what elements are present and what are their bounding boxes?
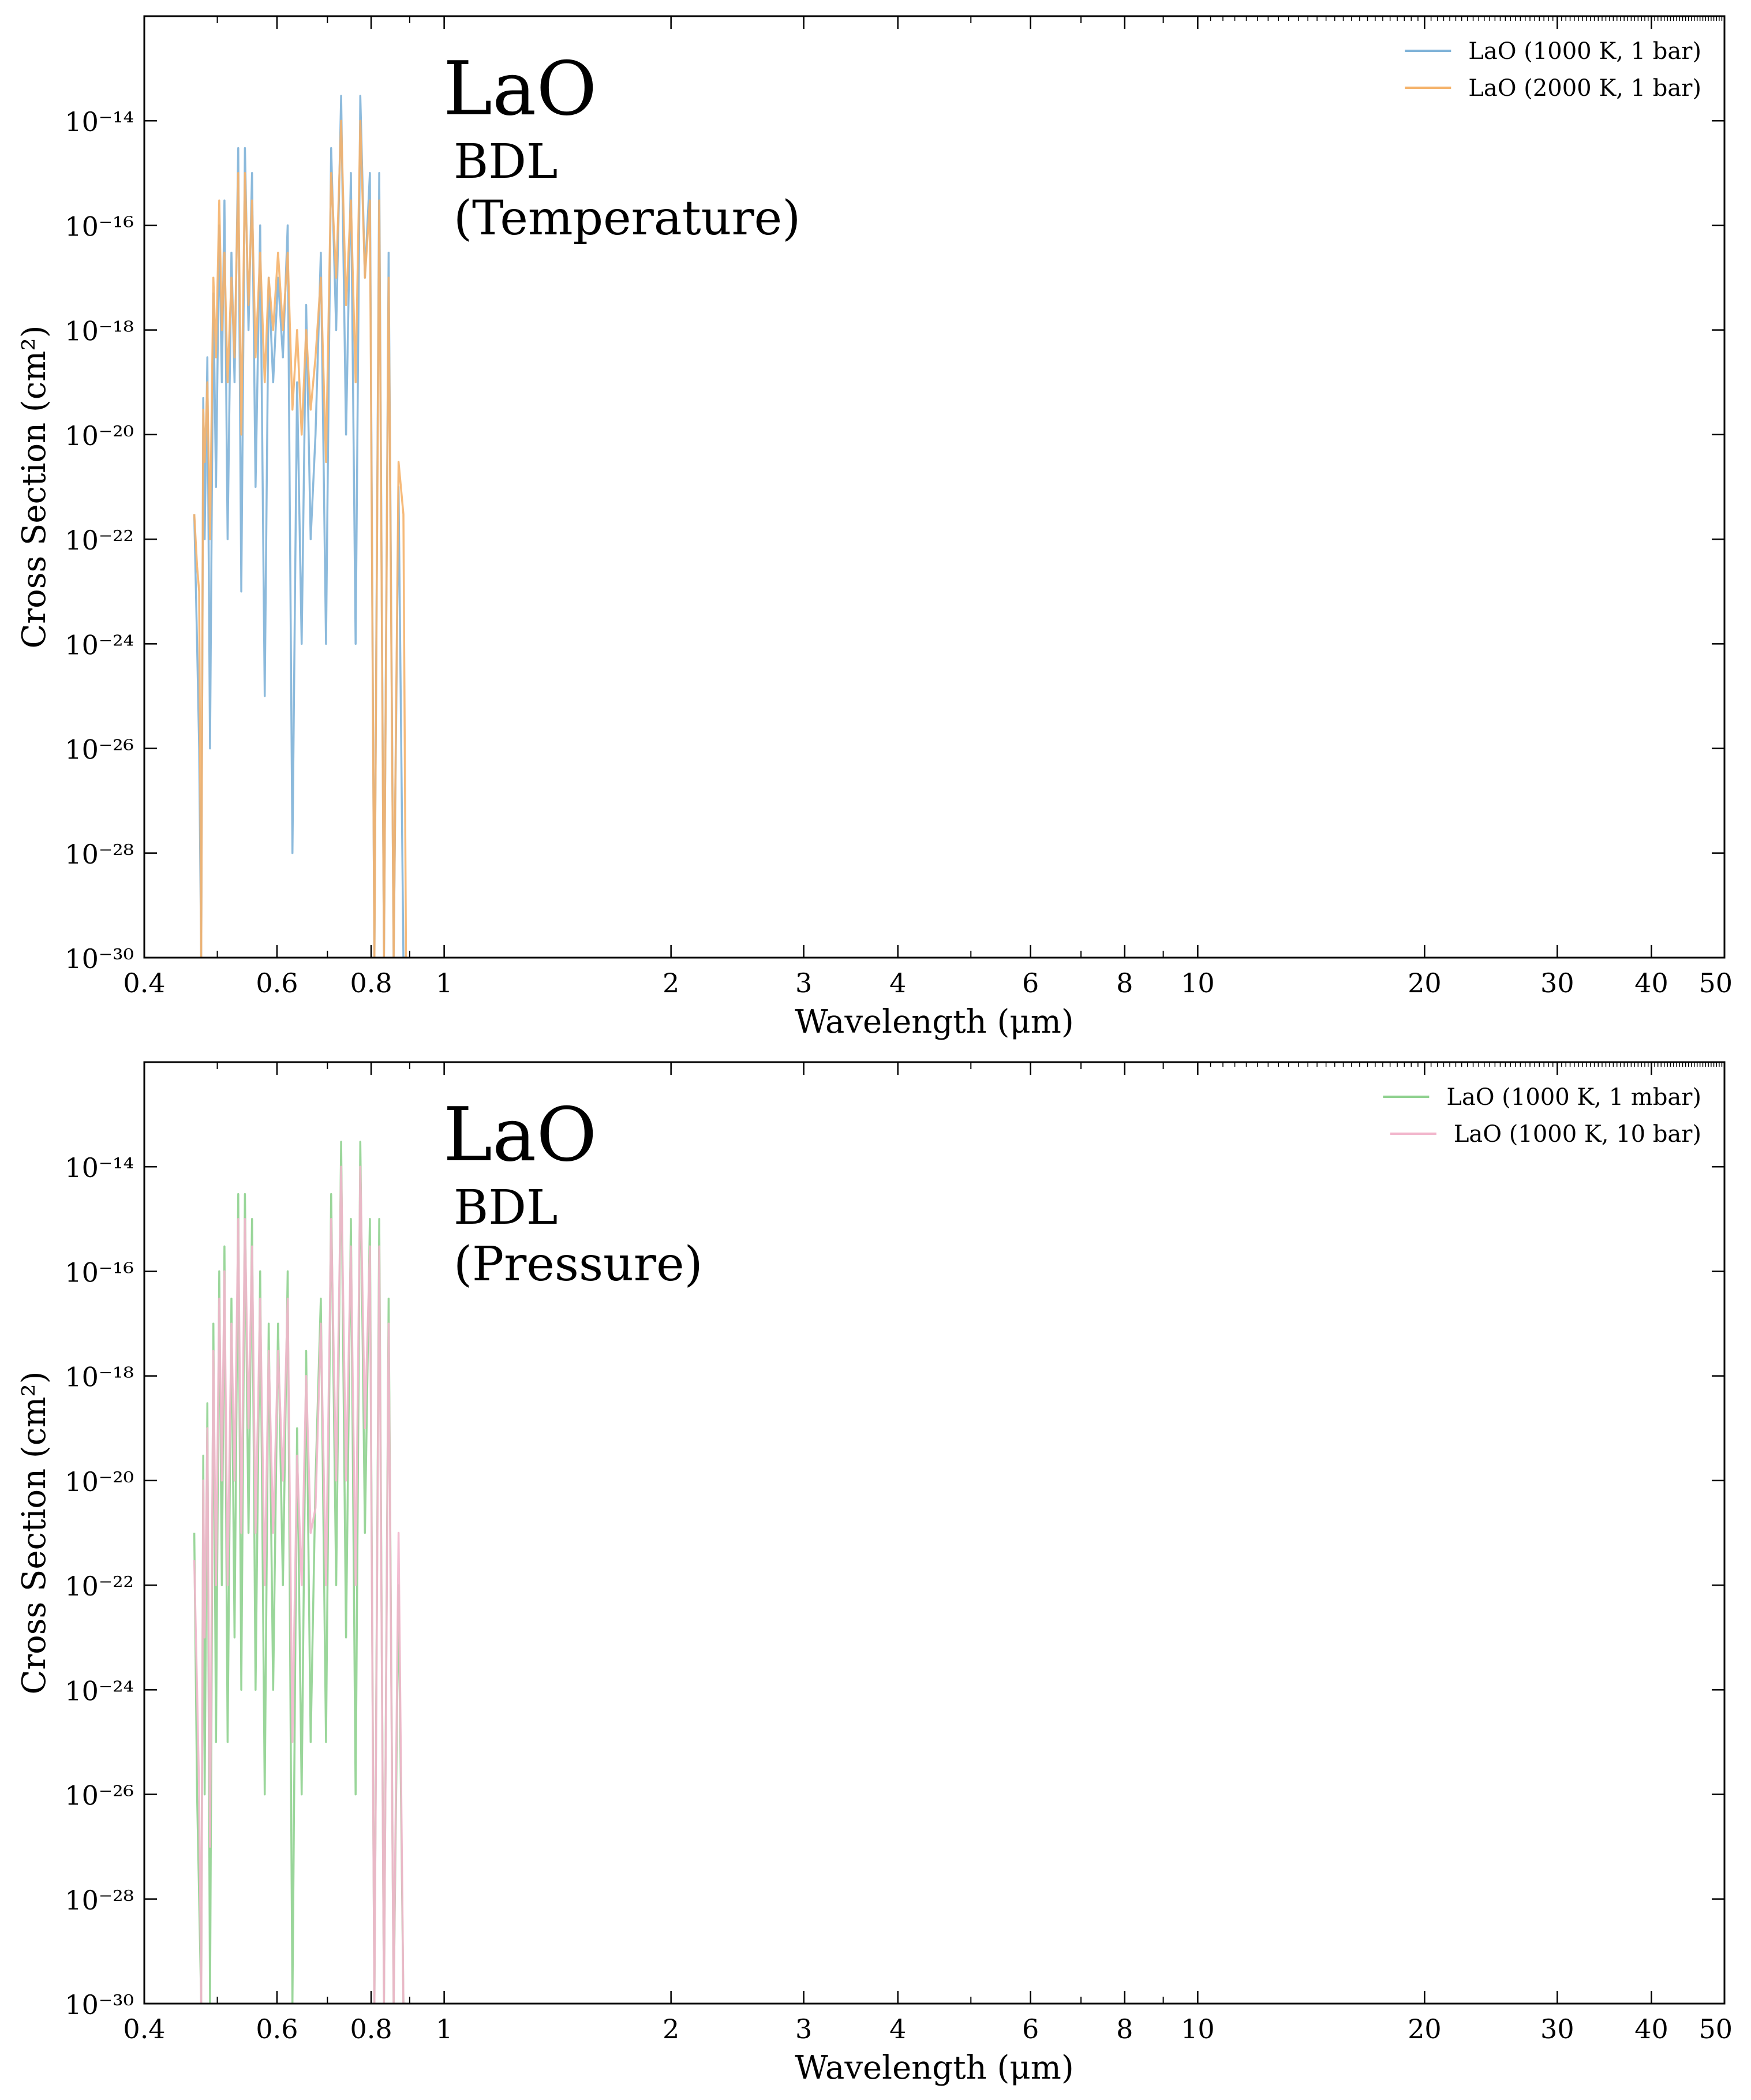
y-tick-label: 10⁻²² (65, 525, 134, 556)
y-tick-label: 10⁻¹⁴ (65, 1152, 134, 1183)
y-tick-label: 10⁻³⁰ (65, 1989, 134, 2020)
x-tick-label: 50 (1698, 967, 1733, 999)
y-tick-label: 10⁻¹⁶ (65, 1257, 134, 1288)
x-axis-label: Wavelength (μm) (795, 2049, 1073, 2087)
chart-subtitle-line: (Temperature) (454, 191, 800, 246)
y-tick-label: 10⁻²⁶ (65, 734, 134, 765)
x-tick-label: 0.6 (256, 967, 298, 999)
x-tick-label: 30 (1540, 2013, 1574, 2045)
x-tick-label: 8 (1116, 2013, 1133, 2045)
y-tick-label: 10⁻¹⁶ (65, 211, 134, 242)
x-tick-label: 2 (663, 967, 679, 999)
x-tick-label: 8 (1116, 967, 1133, 999)
series-line-2 (193, 1165, 406, 2004)
x-tick-label: 0.8 (350, 967, 392, 999)
x-tick-label: 20 (1408, 967, 1442, 999)
chart-panel-temperature: 0.4 0.6 0.8 1 2 3 4 6 8 10 20 30 40 50 10⁻¹⁴ 10⁻¹⁶ 10⁻¹⁸… (16, 15, 1733, 1041)
chart-panel-pressure: 0.4 0.6 0.8 1 2 3 4 6 8 10 20 30 40 50 10⁻¹⁴ 10⁻¹⁶ 10⁻¹⁸… (16, 1061, 1733, 2087)
x-tick-label: 50 (1698, 2013, 1733, 2045)
x-tick-label: 20 (1408, 2013, 1442, 2045)
x-tick-label: 2 (663, 2013, 679, 2045)
series-line-2 (193, 119, 407, 958)
x-tick-label: 10 (1181, 2013, 1215, 2045)
chart-subtitle-line: (Pressure) (454, 1237, 703, 1292)
chart-title: LaO (443, 46, 597, 132)
chart-title: LaO (443, 1092, 597, 1178)
y-tick-label: 10⁻¹⁴ (65, 106, 134, 137)
x-tick-label: 6 (1022, 2013, 1039, 2045)
legend-label: LaO (1000 K, 10 bar) (1454, 1121, 1701, 1148)
y-axis-label: Cross Section (cm²) (16, 1371, 53, 1694)
chart-subtitle-line: BDL (454, 134, 558, 189)
x-tick-label: 1 (436, 967, 452, 999)
x-tick-label: 0.4 (123, 2013, 165, 2045)
legend-label: LaO (1000 K, 1 mbar) (1446, 1084, 1701, 1111)
y-tick-label: 10⁻²⁸ (65, 839, 134, 870)
x-axis-label: Wavelength (μm) (795, 1003, 1073, 1041)
x-tick-label: 0.8 (350, 2013, 392, 2045)
x-tick-label: 10 (1181, 967, 1215, 999)
y-tick-label: 10⁻²⁰ (65, 420, 134, 451)
y-tick-label: 10⁻¹⁸ (65, 316, 134, 347)
x-tick-label: 30 (1540, 967, 1574, 999)
series-line-1 (193, 1141, 406, 2004)
y-tick-label: 10⁻²² (65, 1571, 134, 1602)
x-tick-label: 4 (889, 967, 906, 999)
y-axis-label: Cross Section (cm²) (16, 325, 53, 648)
x-tick-label: 0.4 (123, 967, 165, 999)
x-tick-label: 3 (795, 2013, 812, 2045)
plot-frame (143, 15, 1726, 959)
y-tick-label: 10⁻²⁶ (65, 1780, 134, 1811)
chart-subtitle-line: BDL (454, 1180, 558, 1235)
x-tick-label: 40 (1634, 967, 1668, 999)
x-tick-label: 6 (1022, 967, 1039, 999)
x-tick-label: 3 (795, 967, 812, 999)
x-tick-label: 0.6 (256, 2013, 298, 2045)
x-tick-label: 1 (436, 2013, 452, 2045)
y-tick-label: 10⁻²⁸ (65, 1885, 134, 1916)
legend-label: LaO (2000 K, 1 bar) (1468, 75, 1701, 102)
x-tick-label: 4 (889, 2013, 906, 2045)
legend-label: LaO (1000 K, 1 bar) (1468, 38, 1701, 65)
y-tick-label: 10⁻¹⁸ (65, 1362, 134, 1393)
y-tick-label: 10⁻³⁰ (65, 943, 134, 974)
y-tick-label: 10⁻²⁴ (65, 629, 134, 660)
y-tick-label: 10⁻²⁴ (65, 1675, 134, 1706)
x-tick-label: 40 (1634, 2013, 1668, 2045)
y-tick-label: 10⁻²⁰ (65, 1466, 134, 1497)
plot-frame (143, 1061, 1726, 2005)
